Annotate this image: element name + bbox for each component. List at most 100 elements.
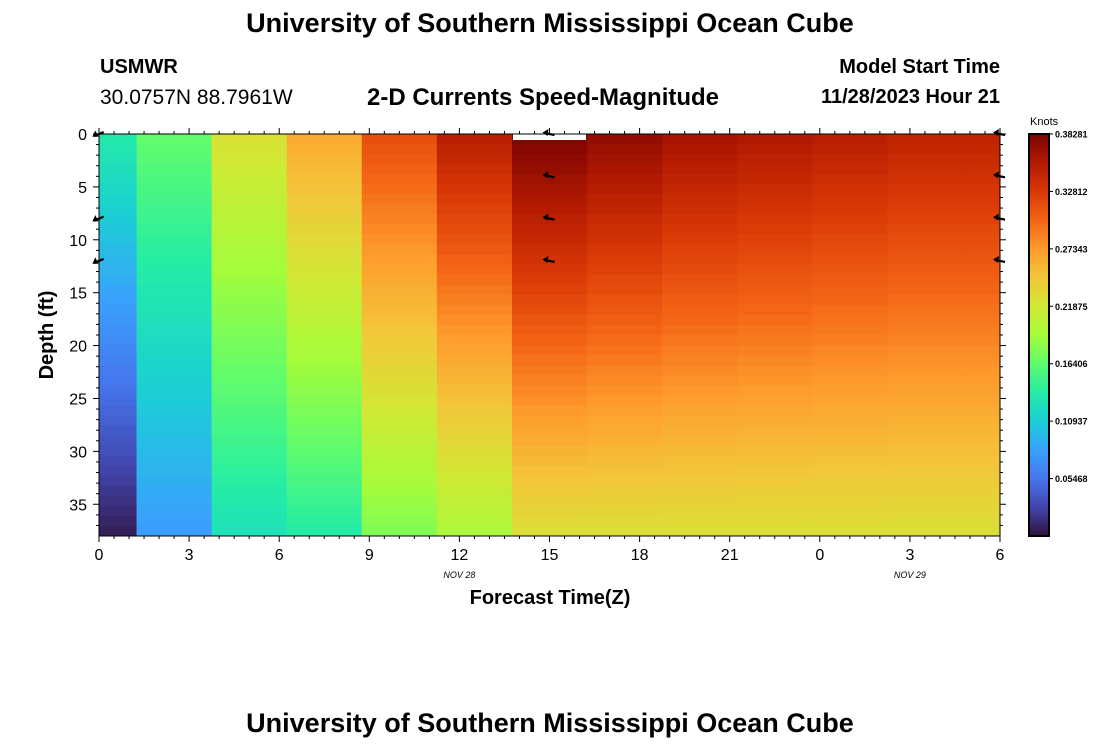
heatmap-cell bbox=[99, 294, 138, 306]
date-label: NOV 28 bbox=[443, 570, 475, 580]
heatmap-cell bbox=[812, 435, 888, 447]
heatmap-cell bbox=[587, 355, 663, 366]
heatmap-cell bbox=[511, 324, 588, 336]
heatmap-cell bbox=[436, 485, 513, 497]
heatmap-cell bbox=[812, 525, 888, 536]
heatmap-cell bbox=[812, 395, 888, 406]
heatmap-cell bbox=[99, 234, 138, 246]
heatmap-cell bbox=[737, 264, 813, 276]
heatmap-cell bbox=[812, 515, 888, 527]
heatmap-cell bbox=[962, 214, 1000, 226]
heatmap-cell bbox=[662, 475, 738, 487]
vector-head bbox=[993, 255, 999, 263]
heatmap-cell bbox=[587, 204, 663, 215]
heatmap-cell bbox=[286, 184, 363, 195]
heatmap-cell bbox=[211, 174, 288, 185]
heatmap-cell bbox=[887, 144, 963, 155]
heatmap-cell bbox=[286, 324, 363, 336]
heatmap-cell bbox=[587, 415, 663, 427]
heatmap-cell bbox=[286, 415, 363, 427]
heatmap-cell bbox=[587, 485, 663, 497]
x-tick-label: 9 bbox=[365, 547, 374, 564]
heatmap-cell bbox=[211, 345, 288, 356]
heatmap-cell bbox=[99, 405, 138, 416]
heatmap-cell bbox=[436, 395, 513, 406]
colorbar: Knots 0.38281 0.32812 0.27343 0.21875 0.16406… bbox=[1028, 116, 1088, 537]
heatmap-cell bbox=[662, 455, 738, 467]
heatmap-cell bbox=[962, 134, 1000, 145]
heatmap-cell bbox=[962, 234, 1000, 246]
heatmap-cell bbox=[99, 385, 138, 396]
heatmap-cell bbox=[436, 375, 513, 386]
x-tick-label: 6 bbox=[275, 547, 284, 564]
heatmap-cell bbox=[587, 475, 663, 487]
heatmap-cell bbox=[361, 485, 438, 497]
heatmap-cell bbox=[361, 274, 438, 286]
heatmap-cell bbox=[286, 385, 363, 396]
heatmap-cell bbox=[511, 304, 588, 316]
heatmap-cell bbox=[361, 284, 438, 296]
heatmap-cell bbox=[511, 194, 588, 205]
heatmap-cell bbox=[511, 184, 588, 195]
heatmap-cell bbox=[737, 164, 813, 175]
heatmap-cell bbox=[286, 335, 363, 346]
heatmap-cell bbox=[99, 375, 138, 386]
heatmap-cell bbox=[136, 355, 213, 366]
heatmap-cell bbox=[361, 395, 438, 406]
heatmap-cell bbox=[587, 224, 663, 236]
heatmap-cell bbox=[662, 465, 738, 477]
heatmap-cell bbox=[587, 455, 663, 467]
x-tick-label: 12 bbox=[451, 547, 469, 564]
colorbar-tick-label: 0.16406 bbox=[1055, 359, 1088, 369]
heatmap-cell bbox=[436, 505, 513, 517]
heatmap-cell bbox=[887, 204, 963, 215]
heatmap-cell bbox=[511, 475, 588, 487]
heatmap-cell bbox=[662, 134, 738, 145]
heatmap-cell bbox=[662, 355, 738, 366]
heatmap-cell bbox=[99, 224, 138, 236]
x-tick-label: 0 bbox=[95, 547, 104, 564]
heatmap-cell bbox=[136, 184, 213, 195]
heatmap-cell bbox=[286, 445, 363, 457]
heatmap-cell bbox=[136, 274, 213, 286]
heatmap-cell bbox=[812, 194, 888, 205]
heatmap-cell bbox=[436, 455, 513, 467]
heatmap-cell bbox=[587, 375, 663, 386]
heatmap-cell bbox=[511, 294, 588, 306]
heatmap-cell bbox=[211, 154, 288, 165]
heatmap-cell bbox=[662, 294, 738, 306]
heatmap-cell bbox=[662, 375, 738, 386]
heatmap-cell bbox=[962, 184, 1000, 195]
heatmap-cell bbox=[436, 445, 513, 457]
heatmap-cell bbox=[812, 324, 888, 336]
heatmap-cell bbox=[511, 264, 588, 276]
heatmap-cell bbox=[511, 174, 588, 185]
heatmap-cell bbox=[812, 234, 888, 246]
model-start-value: 11/28/2023 Hour 21 bbox=[820, 86, 1000, 108]
heatmap-cell bbox=[887, 425, 963, 437]
heatmap-cell bbox=[812, 164, 888, 175]
heatmap-cell bbox=[887, 134, 963, 145]
heatmap-cell bbox=[99, 425, 138, 437]
current-vector-arrow bbox=[542, 255, 555, 264]
heatmap-cell bbox=[662, 174, 738, 185]
heatmap-cell bbox=[511, 435, 588, 447]
heatmap-cell bbox=[211, 385, 288, 396]
heatmap-cell bbox=[511, 335, 588, 346]
heatmap-cell bbox=[361, 264, 438, 276]
heatmap-cell bbox=[136, 164, 213, 175]
heatmap-cell bbox=[99, 505, 138, 517]
heatmap-cell bbox=[286, 164, 363, 175]
heatmap-cell bbox=[887, 385, 963, 396]
heatmap-cell bbox=[136, 485, 213, 497]
heatmap-cell bbox=[211, 314, 288, 326]
heatmap-cell bbox=[436, 324, 513, 336]
heatmap-cell bbox=[587, 144, 663, 155]
heatmap-cell bbox=[587, 465, 663, 477]
heatmap-cell bbox=[136, 395, 213, 406]
heatmap-cell bbox=[737, 294, 813, 306]
heatmap-cell bbox=[887, 335, 963, 346]
heatmap-cell bbox=[211, 264, 288, 276]
heatmap-cell bbox=[99, 154, 138, 165]
heatmap-cell bbox=[361, 465, 438, 477]
